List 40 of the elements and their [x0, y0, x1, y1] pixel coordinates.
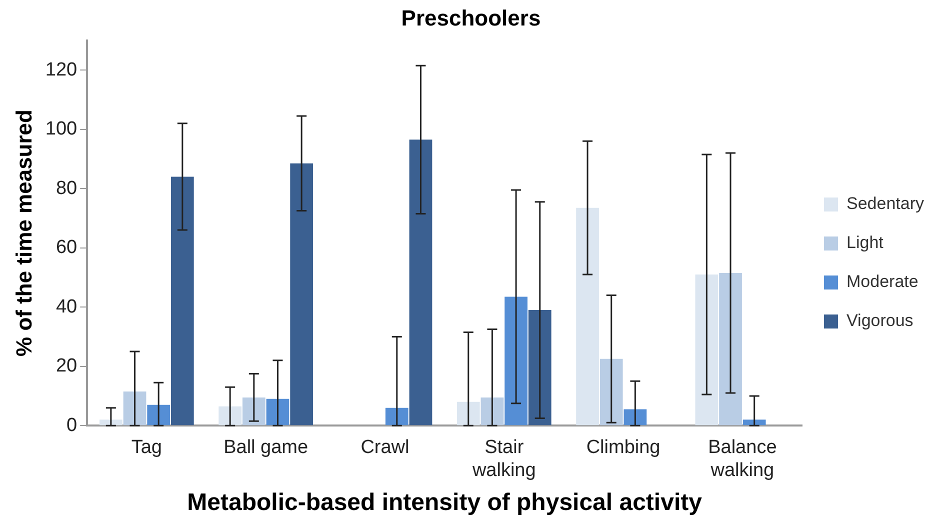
bar [409, 140, 432, 426]
bar [480, 397, 504, 426]
bar [600, 358, 623, 426]
bar [528, 310, 552, 426]
bar [695, 274, 718, 426]
bar [170, 176, 194, 426]
bar [218, 406, 242, 426]
bar [147, 404, 170, 426]
bar [504, 296, 528, 426]
legend-label: Moderate [846, 272, 918, 292]
y-tick-label: 40 [56, 296, 78, 318]
x-tick-label: Crawl [360, 437, 410, 458]
bar [719, 273, 742, 426]
x-tick-label: Stair walking [471, 437, 536, 482]
y-tick-label: 20 [56, 356, 78, 377]
bar [742, 420, 766, 426]
y-axis-title: % of the time measured [11, 110, 36, 356]
x-tick-label: Ball game [224, 437, 308, 458]
bar [99, 420, 122, 426]
bar [576, 208, 599, 426]
bar [242, 397, 266, 426]
legend-label: Light [846, 233, 884, 252]
y-tick-label: 0 [66, 414, 78, 436]
x-tick-label: Tag [131, 437, 162, 458]
bar [266, 398, 290, 426]
bar [456, 402, 480, 426]
y-tick-label: 60 [56, 237, 78, 258]
y-tick-label: 100 [45, 118, 78, 140]
legend-label: Vigorous [846, 311, 914, 330]
x-tick-label: Balance walking [708, 437, 777, 482]
x-tick-label: Climbing [586, 437, 660, 458]
bar [624, 409, 647, 426]
bar [385, 408, 408, 426]
bar [290, 163, 314, 426]
bar [123, 392, 146, 426]
y-tick-label: 120 [45, 59, 78, 80]
y-tick-label: 80 [56, 178, 78, 199]
x-axis-title: Metabolic-based intensity of physical activity [187, 489, 703, 516]
chart-title: Preschoolers [401, 5, 541, 30]
legend-label: Sedentary [846, 194, 924, 214]
